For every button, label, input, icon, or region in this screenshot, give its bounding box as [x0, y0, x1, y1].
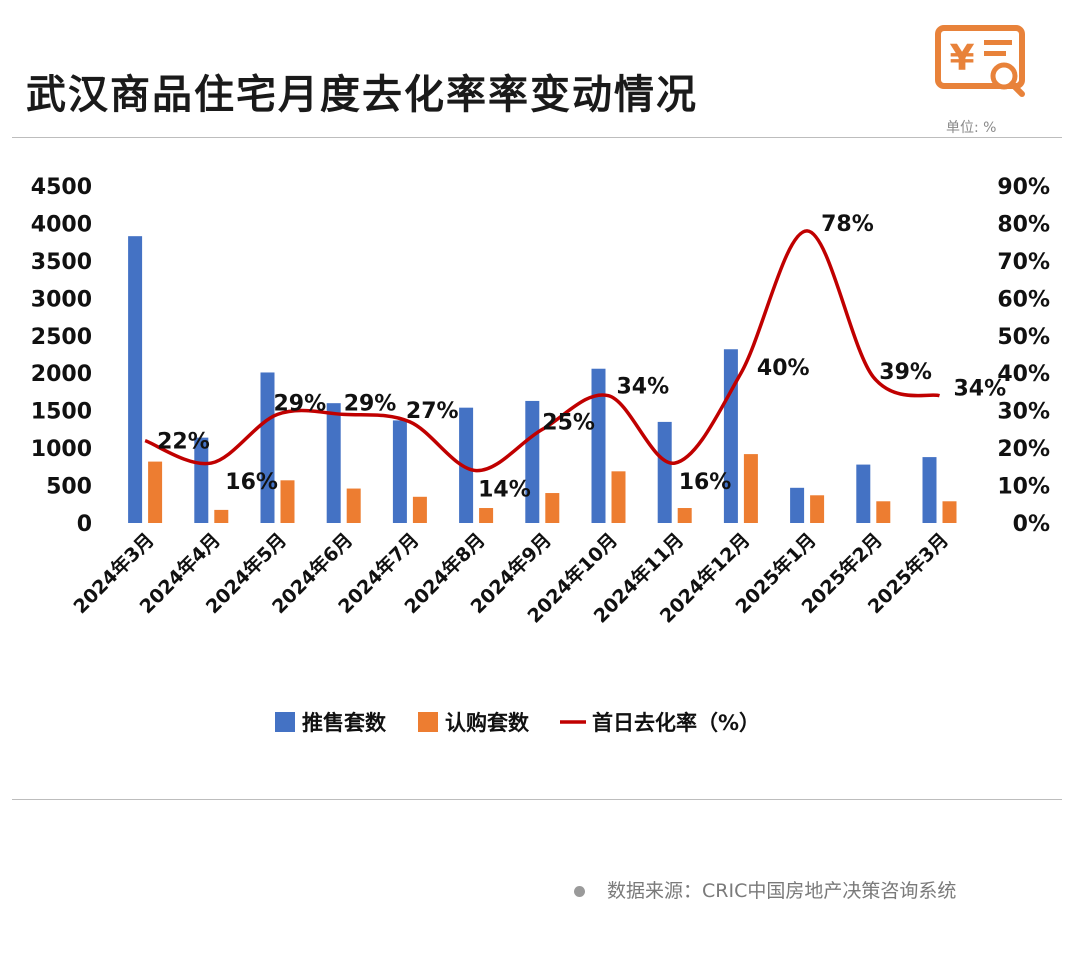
rate-data-label: 25% [542, 410, 595, 435]
legend-rate-label: 首日去化率（%） [592, 711, 760, 735]
supply-bar [194, 437, 209, 523]
supply-bar [922, 457, 937, 523]
subscription-bar [346, 488, 361, 523]
y-left-tick-label: 1500 [31, 400, 92, 425]
y-left-tick-label: 2500 [31, 325, 92, 350]
supply-bar [326, 403, 341, 523]
source-note: 数据来源：CRIC中国房地产决策咨询系统 [574, 876, 956, 903]
y-right-tick-label: 40% [997, 362, 1050, 387]
y-right-tick-label: 0% [1013, 512, 1050, 537]
supply-bar [459, 407, 474, 523]
y-left-tick-label: 4000 [31, 212, 92, 237]
rate-data-label: 22% [157, 430, 210, 455]
legend-supply-label: 推售套数 [302, 711, 387, 735]
subscription-bar [876, 501, 891, 523]
y-left-tick-label: 2000 [31, 362, 92, 387]
y-right-tick-label: 70% [997, 250, 1050, 275]
y-right-tick-label: 10% [997, 475, 1050, 500]
rate-data-label: 16% [679, 470, 732, 495]
supply-bar [260, 372, 275, 523]
svg-text:¥: ¥ [949, 38, 974, 79]
combo-chart: 4500 4000 3500 3000 2500 2000 1500 1000 500 0 90% 8… [31, 175, 1050, 735]
legend-supply-swatch [275, 712, 295, 732]
header-divider [12, 137, 1062, 138]
y-right-tick-label: 80% [997, 212, 1050, 237]
rate-data-label: 29% [274, 391, 327, 416]
rate-data-label: 40% [757, 356, 810, 381]
supply-bar [790, 487, 805, 523]
rate-line [144, 229, 940, 473]
y-left-tick-label: 3500 [31, 250, 92, 275]
y-right-tick-label: 60% [997, 287, 1050, 312]
legend-subscription-label: 认购套数 [445, 711, 530, 735]
footer-divider [12, 799, 1062, 800]
y-left-tick-label: 3000 [31, 287, 92, 312]
subscription-bar [942, 501, 957, 523]
rate-data-label: 34% [617, 375, 670, 400]
subscription-bar [677, 508, 692, 523]
y-right-tick-label: 90% [997, 175, 1050, 200]
supply-bar [657, 421, 672, 523]
supply-bar [525, 400, 540, 523]
y-left-tick-label: 500 [46, 475, 92, 500]
rate-data-label: 34% [954, 377, 1007, 402]
rate-data-label: 16% [225, 470, 278, 495]
supply-bar [856, 464, 871, 523]
unit-label: 单位: % [946, 120, 997, 136]
subscription-bar [412, 496, 427, 523]
legend-subscription-swatch [418, 712, 438, 732]
subscription-bar [611, 471, 626, 523]
yen-receipt-search-icon: ¥ [935, 25, 1025, 97]
y-right-tick-label: 30% [997, 400, 1050, 425]
subscription-bar [148, 461, 163, 523]
subscription-bar [479, 508, 494, 523]
y-right-tick-label: 50% [997, 325, 1050, 350]
subscription-bar [280, 480, 295, 523]
subscription-bar [810, 495, 825, 523]
subscription-bar [214, 509, 229, 523]
supply-bar [591, 368, 606, 523]
rate-data-label: 39% [879, 360, 932, 385]
supply-bar [723, 349, 738, 523]
supply-bar [392, 420, 407, 523]
bullet-icon [574, 886, 585, 897]
subscription-bar [743, 454, 758, 523]
supply-bar [128, 236, 143, 524]
rate-data-label: 78% [821, 212, 874, 237]
y-left-tick-label: 1000 [31, 437, 92, 462]
y-left-tick-label: 0 [77, 512, 92, 537]
chart-title: 武汉商品住宅月度去化率率变动情况 [26, 72, 698, 118]
y-right-tick-label: 20% [997, 437, 1050, 462]
subscription-bar [545, 493, 560, 523]
source-text: 数据来源：CRIC中国房地产决策咨询系统 [607, 880, 957, 902]
rate-data-label: 29% [344, 391, 397, 416]
rate-data-label: 27% [406, 399, 459, 424]
y-left-tick-label: 4500 [31, 175, 92, 200]
rate-data-label: 14% [478, 478, 531, 503]
